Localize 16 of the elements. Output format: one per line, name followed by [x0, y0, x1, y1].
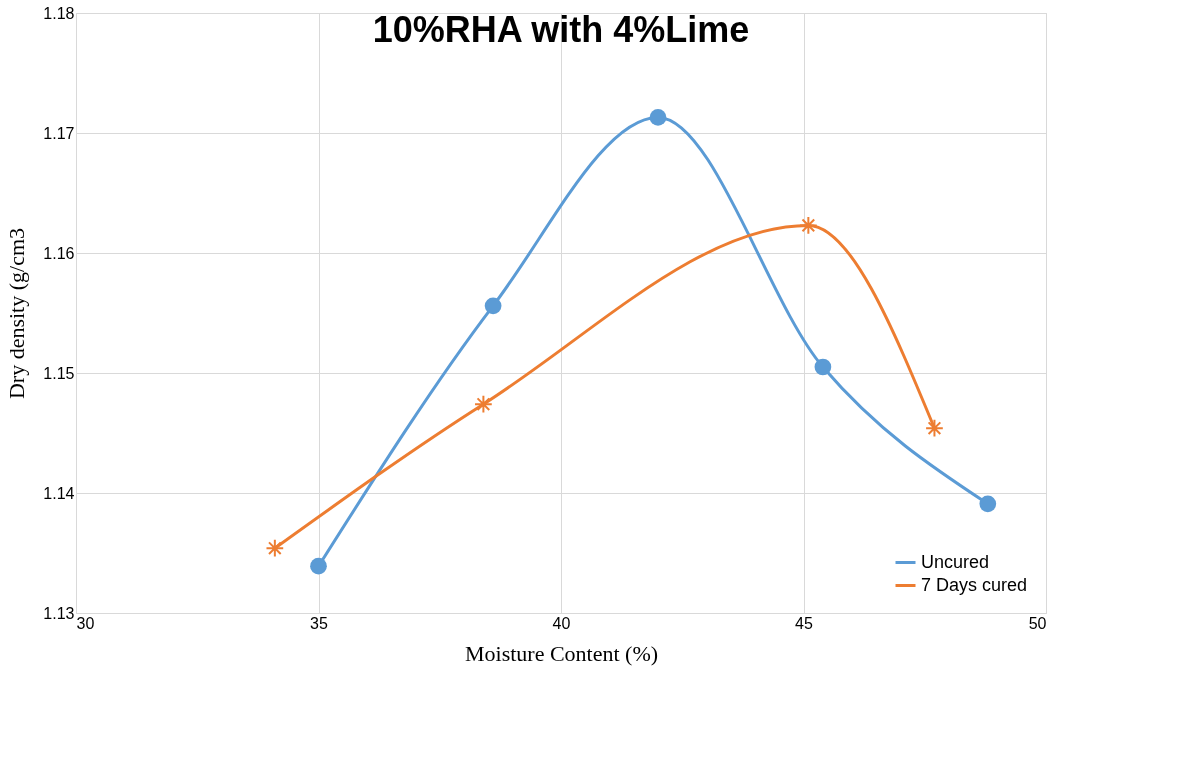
- x-tick-label: 45: [795, 614, 813, 632]
- y-tick-label: 1.16: [43, 244, 75, 262]
- y-tick-label: 1.14: [43, 484, 75, 502]
- x-tick-label: 40: [552, 614, 571, 632]
- legend-label: 7 Days cured: [921, 574, 1028, 595]
- x-axis-title: Moisture Content (%): [464, 640, 659, 666]
- legend-label: Uncured: [921, 551, 990, 572]
- chart-title: 10%RHA with 4%Lime: [372, 9, 750, 50]
- y-tick-label: 1.17: [43, 124, 75, 142]
- y-axis-title: Dry density (g/cm3: [4, 227, 30, 400]
- x-tick-label: 50: [1028, 614, 1047, 632]
- y-tick-label: 1.13: [43, 604, 75, 622]
- x-tick-label: 35: [310, 614, 328, 632]
- x-tick-label: 30: [76, 614, 95, 632]
- y-tick-label: 1.15: [43, 364, 75, 382]
- y-tick-label: 1.18: [43, 4, 75, 22]
